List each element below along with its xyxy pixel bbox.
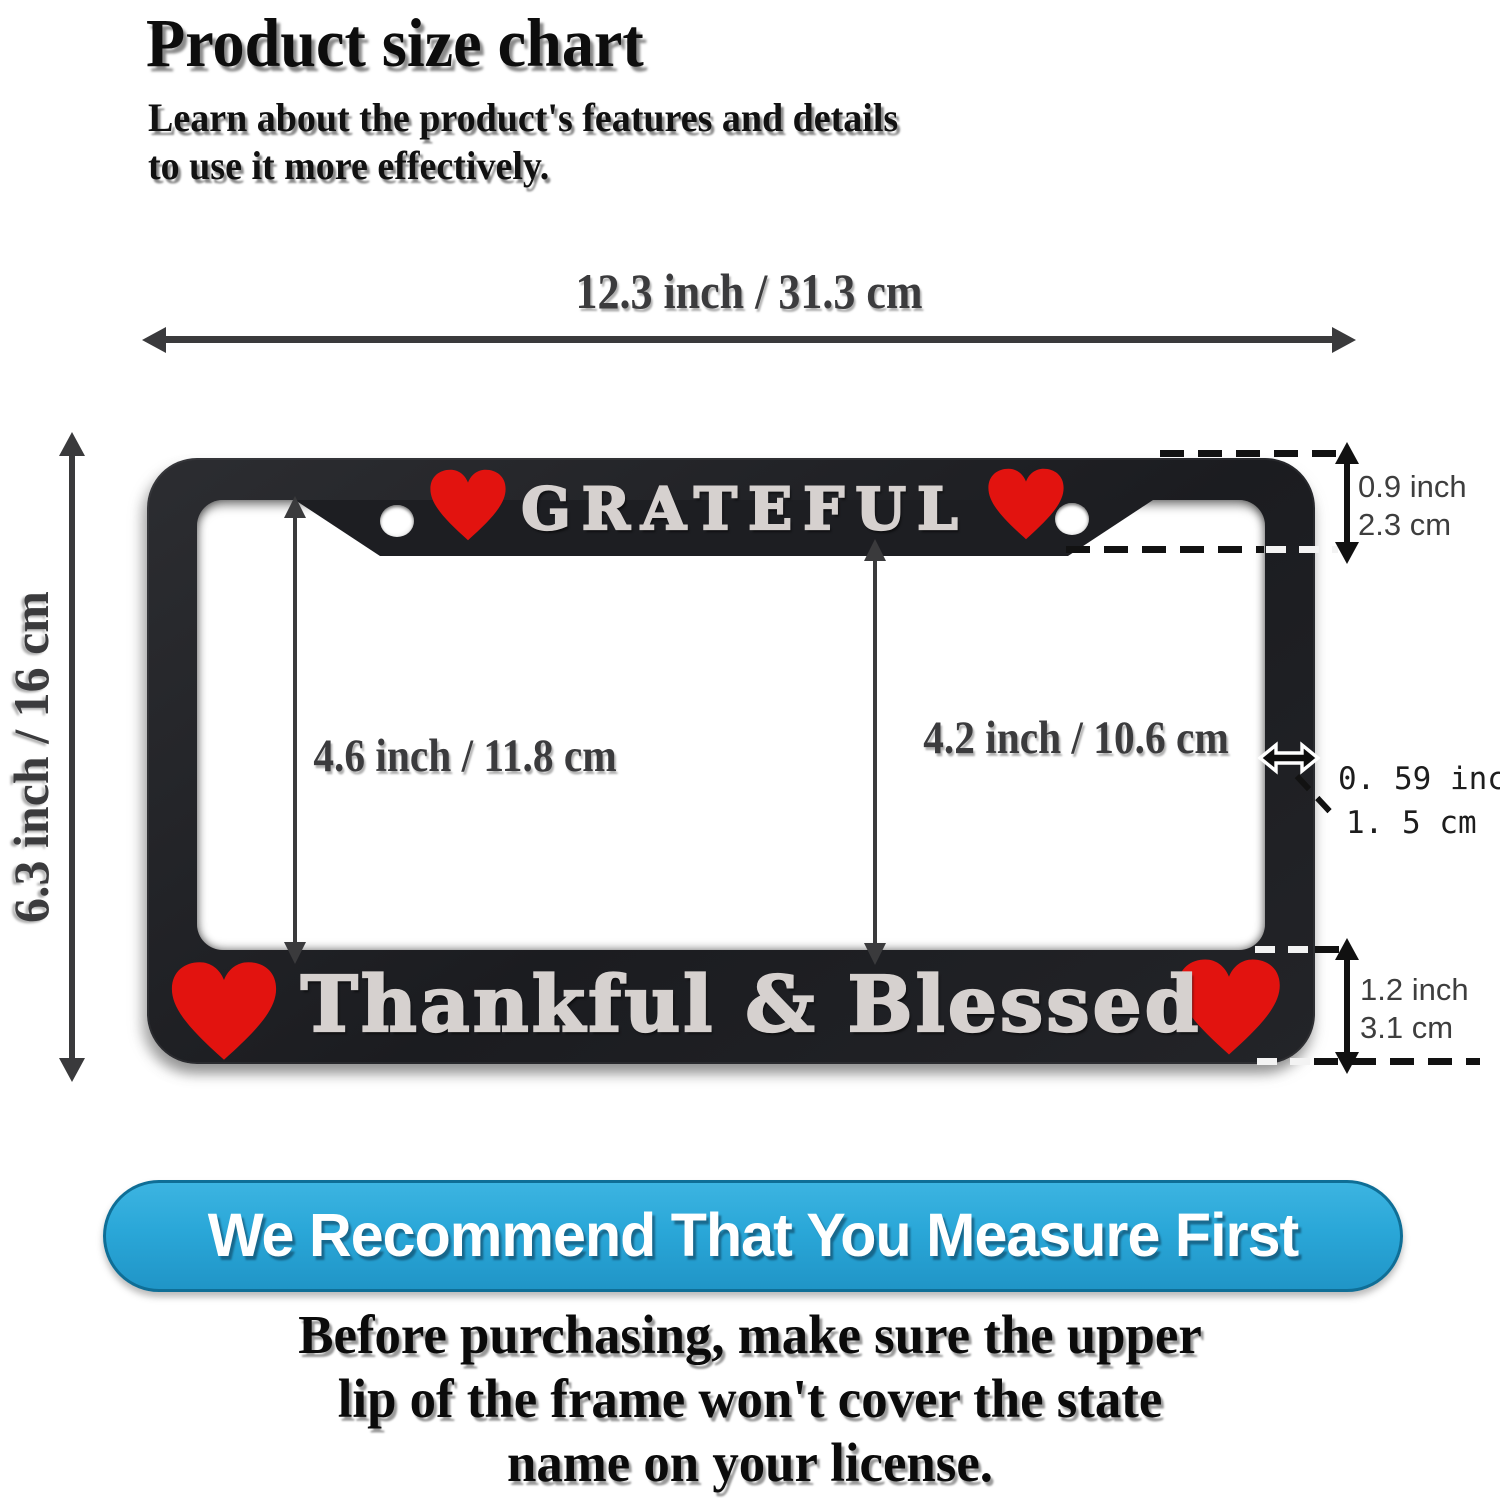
- bottom-bar-dashed-line-upper-overlay: [1255, 946, 1313, 953]
- recommendation-banner: We Recommend That You Measure First: [103, 1180, 1403, 1292]
- bottom-right-heart-icon: [1175, 956, 1283, 1063]
- top-bar-height-label: 0.9 inch 2.3 cm: [1358, 468, 1467, 544]
- recommendation-banner-text: We Recommend That You Measure First: [207, 1201, 1300, 1269]
- side-width-cm: 1. 5 cm: [1346, 805, 1477, 841]
- bottom-bar-height-label: 1.2 inch 3.1 cm: [1360, 971, 1469, 1047]
- grateful-text: GRATEFUL: [520, 474, 969, 544]
- bottom-bar-height-inch: 1.2 inch: [1360, 972, 1469, 1007]
- top-bar-dashed-line-lower: [1066, 546, 1264, 553]
- footer-note-line2: lip of the frame won't cover the state: [337, 1368, 1163, 1429]
- top-bar-dashed-line-upper: [1160, 450, 1342, 457]
- page-subtitle: Learn about the product's features and d…: [148, 94, 898, 190]
- top-right-heart-icon: [986, 464, 1066, 549]
- bottom-bar-height-arrow-icon: [1344, 958, 1350, 1054]
- bottom-bar-dashed-line-lower: [1314, 1058, 1480, 1065]
- opening-height-right-label: 4.2 inch / 10.6 cm: [923, 712, 1229, 764]
- overall-height-label: 6.3 inch / 16 cm: [3, 591, 59, 923]
- top-bar-dashed-line-lower-overlay: [1266, 546, 1338, 553]
- bottom-bar-height-cm: 3.1 cm: [1360, 1010, 1454, 1045]
- top-left-heart-icon: [428, 466, 508, 549]
- page-title: Product size chart: [146, 5, 644, 81]
- bottom-left-heart-icon: [166, 960, 282, 1067]
- overall-height-arrow-icon: [69, 454, 75, 1060]
- overall-width-arrow-icon: [164, 336, 1334, 343]
- page-subtitle-line1: Learn about the product's features and d…: [148, 95, 899, 140]
- side-width-inch: 0. 59 inch: [1338, 761, 1500, 797]
- footer-note-line1: Before purchasing, make sure the upper: [298, 1304, 1202, 1365]
- side-width-label: 0. 59 inch 1. 5 cm: [1338, 757, 1500, 845]
- bottom-bar-dashed-line-lower-overlay: [1257, 1058, 1312, 1065]
- bottom-bar-dashed-line-upper: [1315, 946, 1342, 953]
- screw-hole-left: [380, 505, 414, 537]
- footer-note: Before purchasing, make sure the upper l…: [160, 1303, 1341, 1495]
- side-width-arrow-icon: [1257, 740, 1321, 781]
- top-bar-height-inch: 0.9 inch: [1358, 469, 1467, 504]
- frame-opening: [197, 500, 1265, 950]
- top-bar-height-arrow-icon: [1344, 462, 1350, 544]
- opening-height-left-arrow-icon: [293, 516, 297, 944]
- screw-hole-right: [1055, 503, 1089, 535]
- overall-width-label: 12.3 inch / 31.3 cm: [575, 263, 923, 319]
- thankful-blessed-text: Thankful & Blessed: [299, 959, 1202, 1051]
- footer-note-line3: name on your license.: [507, 1432, 993, 1493]
- top-bar-height-cm: 2.3 cm: [1358, 507, 1452, 542]
- opening-height-right-arrow-icon: [873, 559, 877, 945]
- license-plate-frame: GRATEFUL Thankful & Blessed: [147, 458, 1315, 1064]
- page-subtitle-line2: to use it more effectively.: [148, 143, 550, 188]
- opening-height-left-label: 4.6 inch / 11.8 cm: [313, 730, 617, 782]
